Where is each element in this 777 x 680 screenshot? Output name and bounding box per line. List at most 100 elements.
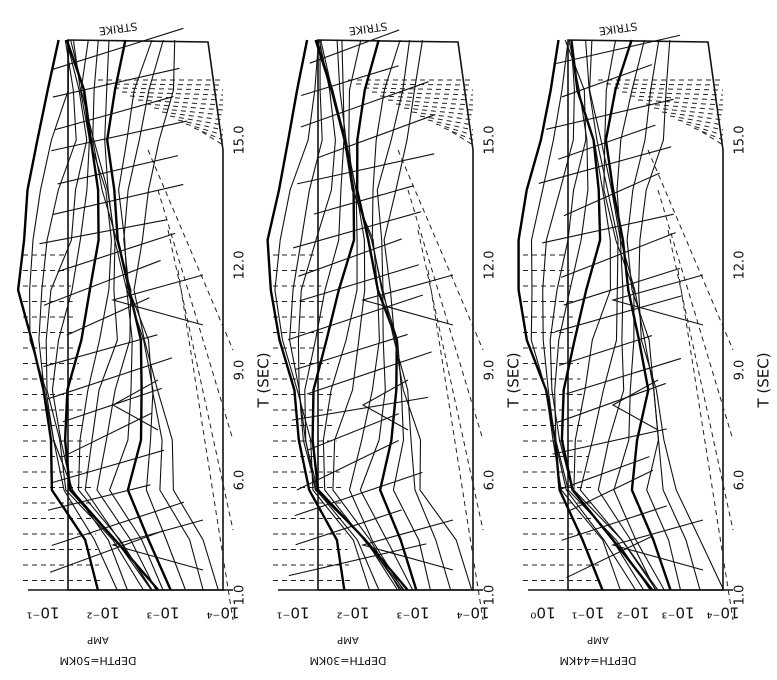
strike-grid: [629, 95, 724, 101]
spike: [111, 379, 159, 431]
t-tick-label: 15.0: [233, 126, 248, 155]
amp-tick-label: 10⁻³: [396, 604, 429, 622]
strike-grid: [427, 119, 474, 131]
amp-tick-label: 10⁻²: [616, 604, 649, 622]
strike-grid: [355, 83, 474, 86]
panel: 1.0 6.0 9.0 12.0 15.0 T (SEC) 10⁰ 10⁻¹ 10⁻² 10⁻³ 1…: [517, 19, 773, 667]
dashed-diagonal: [647, 149, 734, 351]
strike-grid: [451, 131, 474, 146]
strike-grid: [201, 131, 224, 146]
amp-tick-label: 10⁻³: [661, 604, 694, 622]
dashed-diagonal: [667, 229, 734, 531]
wireframe-rung: [538, 146, 672, 184]
panel: 1.0 6.0 9.0 12.0 15.0 T (SEC) 10⁻¹ 10⁻² 10⁻³ 10⁻⁴…: [266, 19, 523, 667]
strike-grid: [693, 127, 724, 141]
t-tick-label: 12.0: [483, 251, 498, 280]
wireframe-rung: [64, 412, 152, 457]
wireframe-rung: [299, 264, 419, 302]
strike-grid: [645, 103, 724, 111]
strike-grid: [621, 91, 724, 96]
wireframe-rung: [301, 65, 399, 97]
amp-tick-label: 10⁻⁴: [456, 604, 489, 622]
spike: [360, 274, 454, 326]
t-tick-label: 15.0: [733, 126, 748, 155]
dashed-diagonal: [427, 269, 484, 621]
strike-grid: [363, 87, 474, 91]
wireframe-rung: [296, 439, 399, 491]
t-axis-label: T (SEC): [255, 352, 273, 408]
amp-tick-label: 10⁻²: [86, 604, 119, 622]
spike: [610, 519, 704, 571]
wireframe-rung: [554, 295, 682, 333]
amp-tick-label: 10⁻¹: [26, 604, 59, 622]
wireframe-rung: [558, 335, 653, 366]
t-tick-label: 6.0: [733, 470, 748, 491]
wireframe-rung: [566, 469, 654, 513]
strike-grid: [193, 127, 224, 141]
wireframe-rung: [542, 213, 674, 244]
spike: [110, 274, 204, 326]
strike-grid: [701, 131, 724, 146]
strike-grid: [605, 83, 724, 86]
wireframe-line: [638, 39, 725, 591]
wireframe-rung: [295, 509, 402, 546]
strike-label: STRIKE: [348, 19, 388, 37]
wireframe-line: [133, 39, 219, 591]
wireframe-rung: [559, 456, 650, 490]
wireframe-rung: [52, 183, 184, 215]
amp-label: AMP: [87, 634, 109, 645]
wireframe-line: [570, 39, 659, 591]
strike-grid: [395, 103, 474, 111]
wireframe-line: [118, 39, 187, 591]
wireframe-line: [266, 39, 346, 591]
strike-grid: [113, 87, 224, 91]
strike-grid: [121, 91, 224, 96]
wireframe-rung: [43, 259, 161, 306]
t-tick-label: 6.0: [483, 470, 498, 491]
amp-tick-label: 10⁻³: [146, 604, 179, 622]
wireframe-rung: [291, 396, 428, 421]
amp-tick-label: 10⁻⁴: [206, 604, 239, 622]
strike-label: STRIKE: [98, 19, 138, 37]
strike-grid: [411, 111, 474, 121]
amp-tick-label: 10⁻¹: [276, 604, 309, 622]
dashed-diagonal: [147, 149, 234, 351]
wireframe-rung: [561, 64, 653, 98]
spike: [360, 519, 454, 571]
wireframe-rung: [300, 81, 429, 128]
wireframe-rung: [563, 172, 660, 217]
wireframe-rung: [47, 484, 151, 511]
wireframe-line: [554, 39, 651, 591]
wireframe-rung: [316, 114, 436, 159]
wireframe-rung: [51, 501, 185, 547]
wireframe-rung: [552, 428, 667, 455]
wireframe-rung: [313, 185, 414, 215]
wireframe-rung: [292, 211, 422, 249]
wireframe-line: [530, 39, 621, 591]
dashed-diagonal: [397, 149, 484, 351]
dashed-diagonal: [157, 189, 234, 441]
strike-grid: [661, 111, 724, 121]
panel: 1.0 6.0 9.0 12.0 15.0 T (SEC) 10⁻¹ 10⁻² 10⁻³ 10⁻⁴…: [16, 19, 273, 667]
strike-grid: [379, 95, 474, 101]
wireframe-rung: [561, 505, 667, 541]
wireframe-line: [45, 39, 144, 591]
t-tick-label: 1.0: [733, 585, 748, 606]
dashed-diagonal: [167, 229, 234, 531]
strike-grid: [161, 111, 224, 121]
wireframe-line: [274, 39, 371, 591]
wireframe-line: [16, 39, 100, 591]
wireframe-rung: [546, 98, 674, 130]
strike-grid: [435, 123, 474, 136]
dashed-diagonal: [407, 189, 484, 441]
strike-grid: [105, 83, 224, 86]
t-tick-label: 15.0: [483, 126, 498, 155]
wireframe-rung: [566, 535, 653, 579]
amp-tick-label: 10⁻⁴: [706, 604, 739, 622]
wireframe-line: [376, 39, 452, 591]
wireframe-line: [517, 39, 604, 591]
amp-tick-label: 10⁻²: [336, 604, 369, 622]
strike-grid: [153, 107, 224, 116]
strike-grid: [677, 119, 724, 131]
